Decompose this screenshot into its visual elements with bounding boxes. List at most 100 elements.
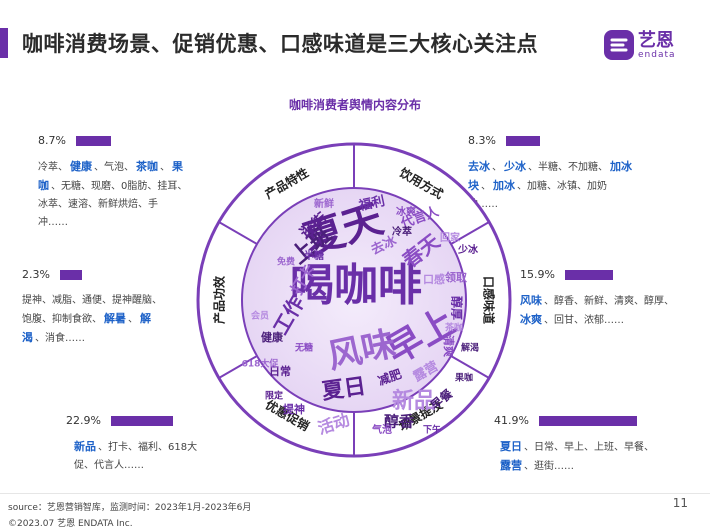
kw: 、 [481,181,491,192]
ring-divider [218,355,258,379]
stat-promotion: 22.9% [66,414,173,427]
wordcloud-word: 气泡 [371,423,392,436]
footer-copyright: ©2023.07 艺恩 ENDATA Inc. [8,519,133,529]
kw: 、回甘、浓郁…… [544,315,624,326]
ring-segment-label: 产品功效 [212,275,227,324]
stat-drinking-style: 8.3% [468,134,540,147]
stat-scene: 41.9% [494,414,637,427]
kw-highlight: 果咖 [38,160,183,192]
endata-logo: 艺恩 endata [602,24,698,68]
wordcloud-word: 福利 [357,193,387,214]
kw-highlight: 解暑 [104,312,126,325]
ring-divider [450,355,490,379]
kw: 、半糖、不加糖、 [528,162,608,173]
wordcloud-word: 健康 [261,330,284,344]
stat-value: 15.9% [520,268,555,281]
ring-segment-label: 口感味道 [482,276,497,324]
wordcloud-word: 半糖 [304,249,324,262]
stat-value: 8.3% [468,134,496,147]
kw: 、逛街…… [524,461,574,472]
footer-source: source：艺恩营销智库，监测时间：2023年1月-2023年6月 [8,503,252,513]
footer-divider [0,493,710,494]
stat-bar [59,269,82,280]
kw-highlight: 解渴 [22,312,151,344]
wordcloud-word: 冷萃 [392,225,412,238]
stat-bar [110,415,173,426]
kw: 、消食…… [35,333,85,344]
kw: 、日常、早上、上班、早餐、 [524,442,654,453]
title-accent-bar [0,28,8,58]
logo-mark-icon [604,30,634,60]
kw: 、 [160,162,170,173]
keywords-taste: 风味 、醇香、新鲜、清爽、醇厚、冰爽 、回甘、浓郁…… [520,292,680,330]
kw-highlight: 健康 [70,160,92,173]
stat-taste: 15.9% [520,268,613,281]
ring-divider [450,221,490,245]
keywords-efficacy: 提神、减脂、通便、提神醒脑、饱腹、抑制食欲、 解暑、解渴 、消食…… [22,292,170,348]
wordcloud-word: 无糖 [294,342,313,354]
wordcloud-word: 下午 [423,424,441,436]
stat-value: 41.9% [494,414,529,427]
kw: 、 [492,162,502,173]
kw-highlight: 加冰块 [468,160,632,192]
kw: 冷萃、 [38,162,68,173]
kw-highlight: 新品 [74,440,96,453]
ring-divider [218,221,258,245]
wordcloud-word: 茶咖 [444,322,463,334]
stat-value: 8.7% [38,134,66,147]
wordcloud-word: 新品 [392,388,436,414]
wordcloud-word: 醇厚 [450,296,465,320]
kw: 、气泡、 [94,162,134,173]
donut-inner-circle [241,187,467,413]
wordcloud-word: 领取 [444,270,467,284]
stat-bar [505,135,540,146]
keywords-product-features: 冷萃、 健康 、气泡、 茶咖、果咖 、无糖、现磨、0脂肪、挂耳、冰萃、速溶、新鲜烘焙、手… [38,158,188,232]
kw-highlight: 冰爽 [520,313,542,326]
wordcloud-word: 限定 [265,390,284,402]
wordcloud-word: 日常 [269,364,291,378]
chart-title: 咖啡消费者舆情内容分布 [288,98,421,112]
kw: 、打卡、福利、618大促、代言人…… [74,442,198,471]
keywords-scene: 夏日 、日常、早上、上班、早餐、露营 、逛街…… [500,438,660,476]
logo-text-en: endata [638,50,676,60]
page-title: 咖啡消费场景、促销优惠、口感味道是三大核心关注点 [22,32,538,56]
wordcloud-word: 免费 [277,256,295,268]
wordcloud-word: 会员 [251,310,269,322]
stat-bar [538,415,637,426]
wordcloud-word: 回家 [440,231,461,244]
kw-highlight: 风味 [520,294,542,307]
page-number: 11 [672,496,688,510]
kw: 提神、减脂、通便、提神醒脑、饱腹、抑制食欲、 [22,295,162,325]
wordcloud-word: 少冰 [457,243,479,256]
stat-efficacy: 2.3% [22,268,82,281]
kw-highlight: 少冰 [504,160,526,173]
logo-text-cn: 艺恩 [638,30,674,51]
wordcloud-word: 新鲜 [314,197,334,210]
wordcloud-word: 夏日 [320,374,367,405]
kw-highlight: 茶咖 [136,160,158,173]
wordcloud-word: 醇香 [384,413,414,431]
wordcloud-word: 提神 [283,402,305,416]
kw-highlight: 露营 [500,459,522,472]
stat-value: 22.9% [66,414,101,427]
kw-highlight: 去冰 [468,160,490,173]
kw: 、无糖、现磨、0脂肪、挂耳、冰萃、速溶、新鲜烘焙、手冲…… [38,181,188,228]
kw-highlight: 夏日 [500,440,522,453]
stat-value: 2.3% [22,268,50,281]
wordcloud-word: 618大促 [242,358,280,370]
stat-product-features: 8.7% [38,134,111,147]
wordcloud-word: 果咖 [454,372,473,384]
wordcloud-word: 清爽 [442,335,456,357]
keywords-promotion: 新品 、打卡、福利、618大促、代言人…… [74,438,214,475]
stat-bar [564,269,613,280]
keywords-drinking-style: 去冰、少冰 、半糖、不加糖、 加冰块、加冰 、加糖、冰镇、加奶油…… [468,158,638,214]
wordcloud-word: 解渴 [461,342,479,354]
wordcloud-word: 口感 [423,272,445,286]
kw: 、加糖、冰镇、加奶油…… [468,181,607,210]
kw-highlight: 加冰 [493,179,515,192]
stat-bar [75,135,111,146]
wordcloud-word: 冰爽 [396,205,416,218]
wordcloud-word: 喝咖啡 [290,260,422,311]
kw: 、 [128,314,138,325]
